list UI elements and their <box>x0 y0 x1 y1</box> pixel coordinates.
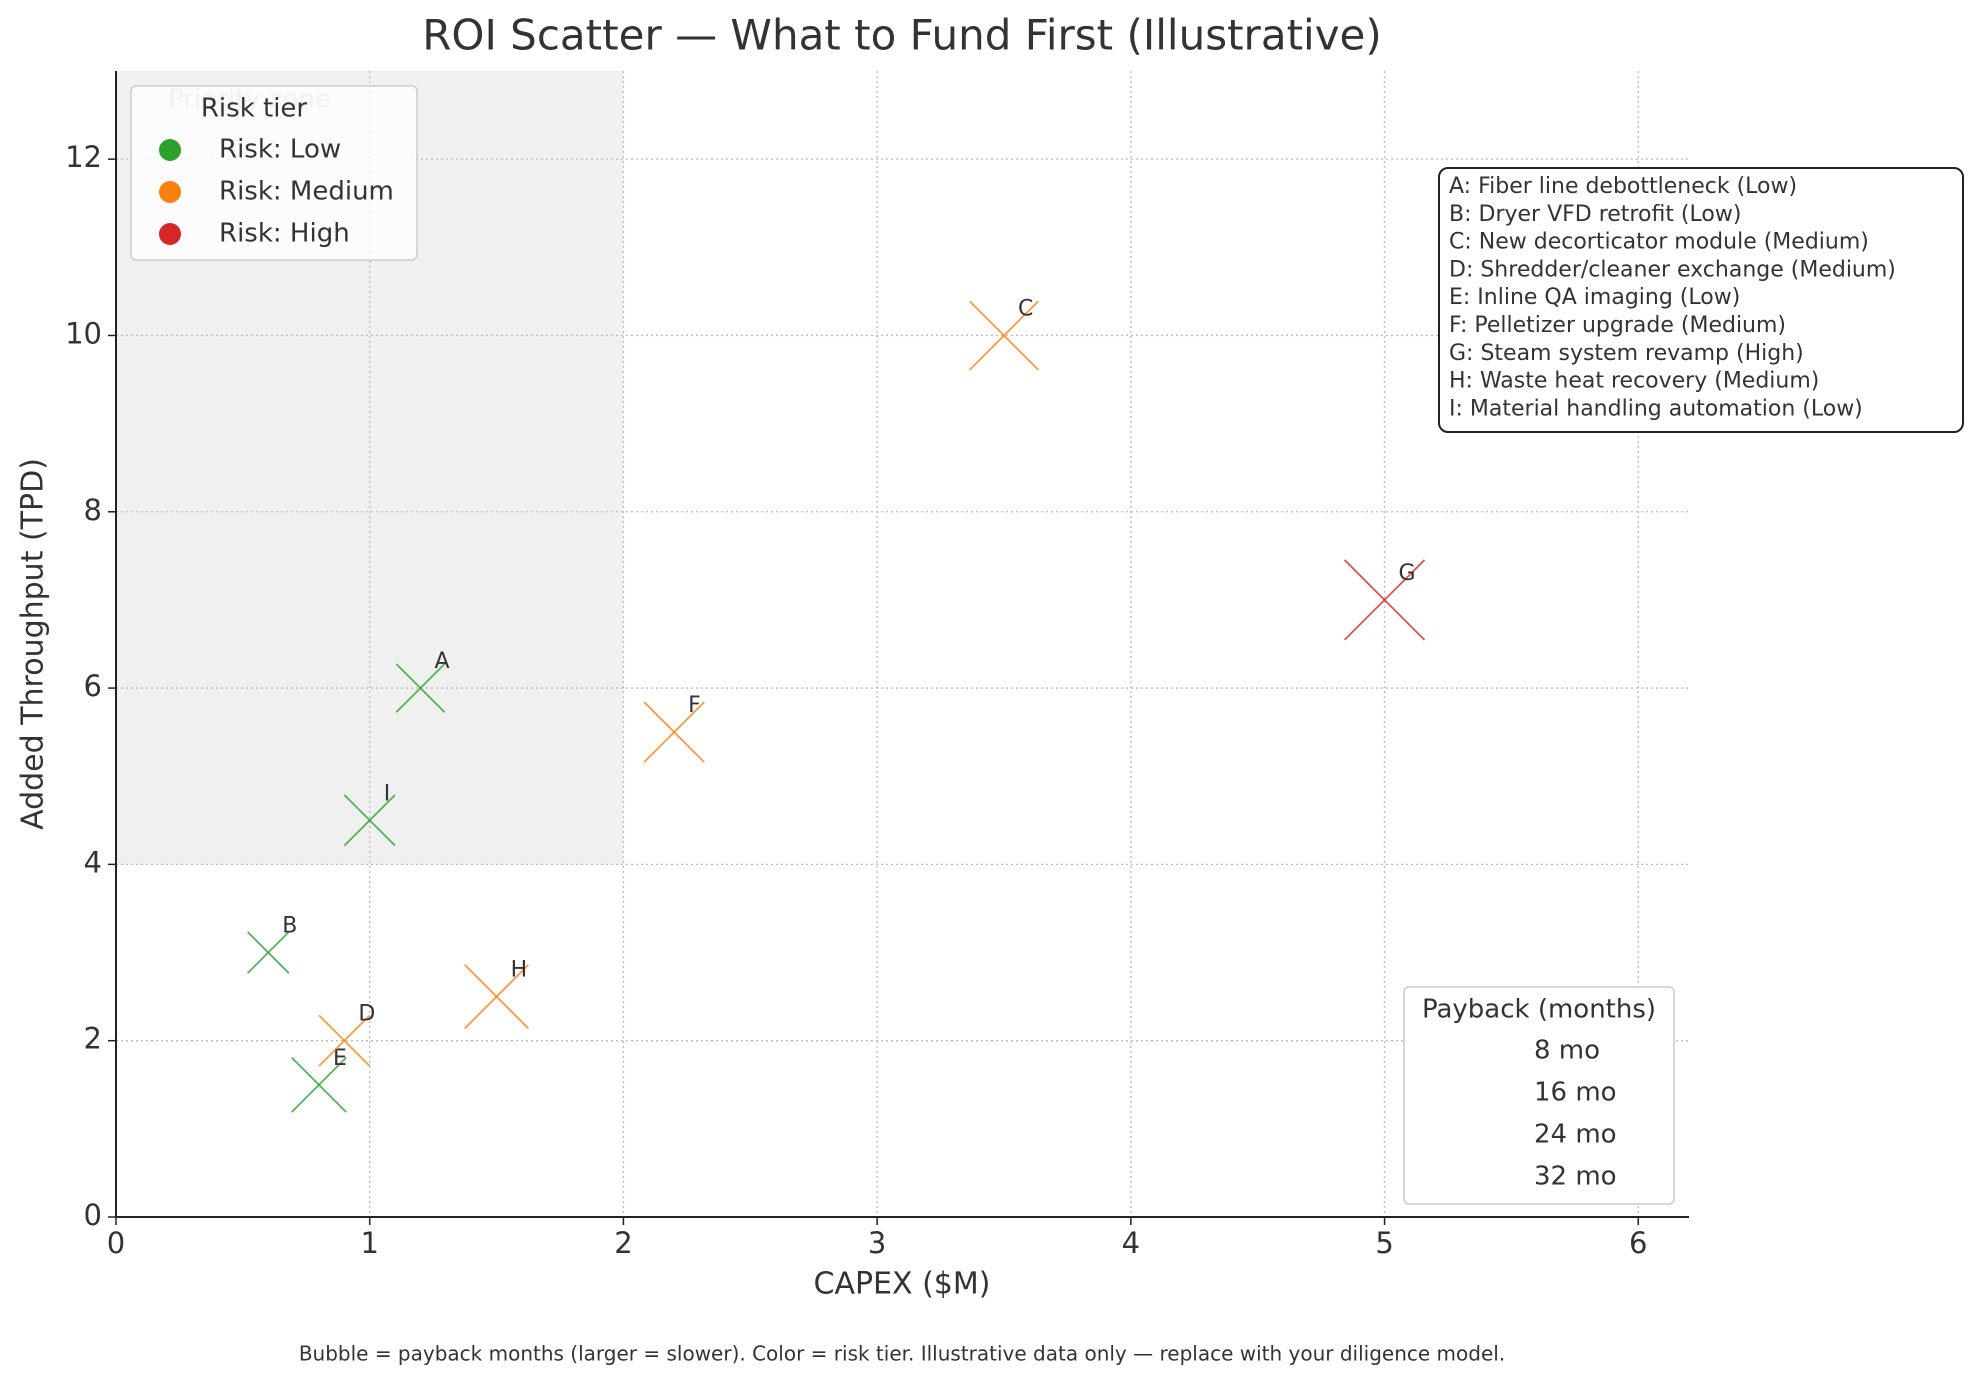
annotation-line: E: Inline QA imaging (Low) <box>1449 285 1740 310</box>
annotation-line: A: Fiber line debottleneck (Low) <box>1449 174 1797 199</box>
point-stroke <box>643 701 705 763</box>
x-tick-label: 5 <box>1375 1226 1393 1260</box>
x-tick-label: 1 <box>360 1226 378 1260</box>
annotation-line: I: Material handling automation (Low) <box>1449 396 1863 421</box>
annotation-line: F: Pelletizer upgrade (Medium) <box>1449 313 1786 338</box>
point <box>643 701 705 763</box>
x-tick-label: 4 <box>1122 1226 1140 1260</box>
size-legend-title: Payback (months) <box>1422 995 1656 1025</box>
point-stroke <box>343 794 396 847</box>
y-tick-label: 12 <box>65 140 102 174</box>
y-tick-label: 6 <box>84 669 102 703</box>
legend-frame <box>130 85 418 261</box>
legend-swatch <box>159 181 181 203</box>
x-tick-label: 3 <box>868 1226 886 1260</box>
size-legend-label: 16 mo <box>1534 1078 1617 1108</box>
point-stroke <box>291 1056 347 1113</box>
y-axis-label: Added Throughput (TPD) <box>16 458 51 830</box>
point-label: E <box>333 1046 347 1071</box>
x-axis-label: CAPEX ($M) <box>814 1267 991 1302</box>
point <box>464 964 530 1030</box>
legend-label: Risk: High <box>219 219 350 249</box>
size-legend-label: 32 mo <box>1534 1162 1617 1192</box>
y-tick-label: 10 <box>65 316 102 350</box>
x-tick-label: 6 <box>1629 1226 1647 1260</box>
annotation-line: B: Dryer VFD retrofit (Low) <box>1449 202 1741 227</box>
x-tick-label: 0 <box>107 1226 125 1260</box>
point <box>246 931 290 974</box>
y-tick-label: 2 <box>84 1022 102 1056</box>
point-label: C <box>1018 296 1033 321</box>
size-legend-label: 24 mo <box>1534 1120 1617 1150</box>
legend: Risk tier Risk: Low Risk: Medium Risk: High <box>130 85 418 261</box>
point-label: A <box>434 649 449 674</box>
y-tick-label: 8 <box>84 493 102 527</box>
point-stroke <box>395 663 446 713</box>
legend-title: Risk tier <box>201 94 308 124</box>
point <box>291 1056 347 1113</box>
legend-label: Risk: Medium <box>219 177 394 207</box>
point-stroke <box>1343 559 1426 641</box>
annotation-line: H: Waste heat recovery (Medium) <box>1449 369 1819 394</box>
point <box>969 300 1039 371</box>
size-legend-label: 8 mo <box>1534 1036 1600 1066</box>
y-tick-label: 0 <box>84 1198 102 1232</box>
legend-swatch <box>159 139 181 161</box>
point-label: F <box>688 693 701 718</box>
point-stroke <box>246 931 290 974</box>
point-label: H <box>511 958 528 983</box>
point-stroke <box>464 964 530 1030</box>
point <box>318 1014 371 1067</box>
point-label: B <box>282 914 297 939</box>
point <box>1343 559 1426 641</box>
annotation-line: G: Steam system revamp (High) <box>1449 341 1804 366</box>
point <box>395 663 446 713</box>
footnote: Bubble = payback months (larger = slower… <box>299 1342 1505 1366</box>
point-stroke <box>969 300 1039 371</box>
point-label: G <box>1399 561 1416 586</box>
legend-label: Risk: Low <box>219 135 341 165</box>
point <box>343 794 396 847</box>
point-stroke <box>318 1014 371 1067</box>
size-legend-frame <box>1403 986 1675 1205</box>
point-label: I <box>384 781 391 806</box>
y-tick-label: 4 <box>84 845 102 879</box>
annotation-line: D: Shredder/cleaner exchange (Medium) <box>1449 257 1896 282</box>
annotation-frame <box>1438 167 1964 433</box>
point-label: D <box>358 1002 375 1027</box>
legend-swatch <box>159 223 181 245</box>
x-tick-label: 2 <box>614 1226 632 1260</box>
annotation-line: C: New decorticator module (Medium) <box>1449 230 1869 255</box>
chart-title: ROI Scatter — What to Fund First (Illust… <box>422 11 1382 60</box>
